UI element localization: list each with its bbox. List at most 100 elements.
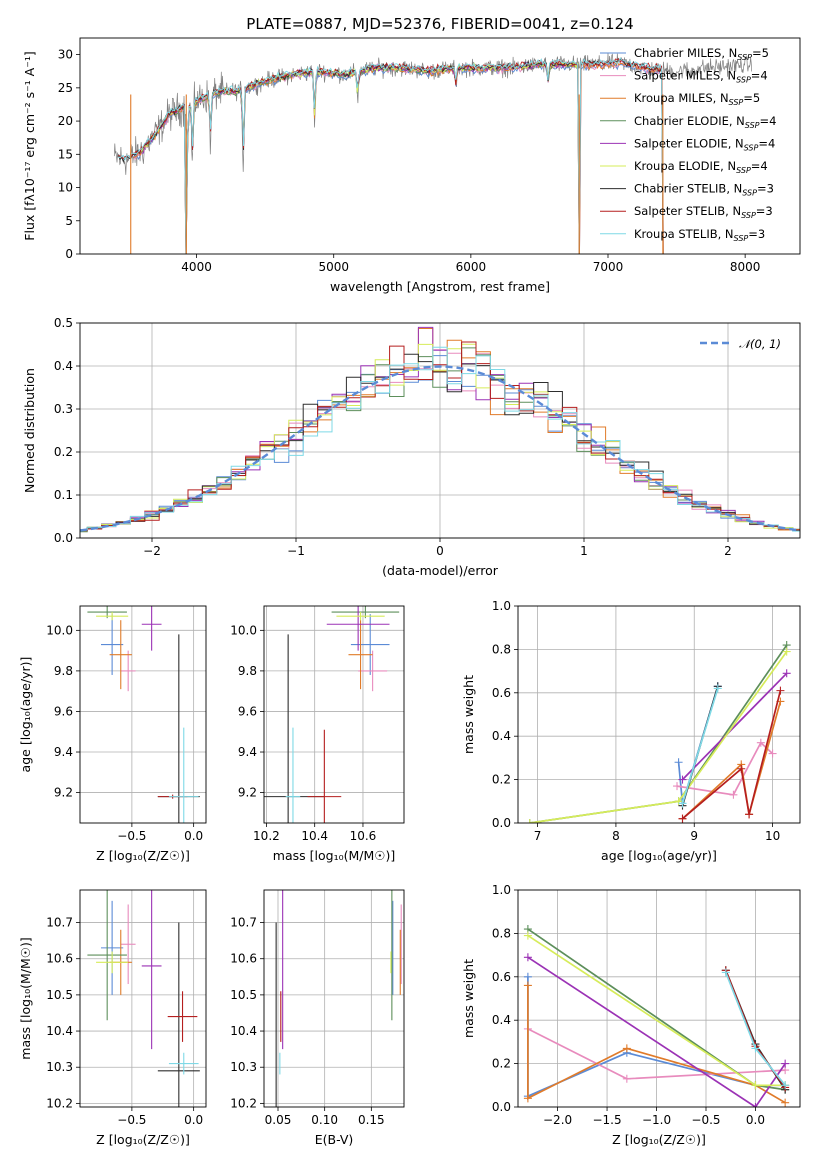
errorbar-kroupa_miles [109,620,132,690]
series-marker [751,1103,760,1107]
y-tick-label: 10 [58,181,73,195]
x-tick-label: −1 [287,544,305,558]
y-tick-label: 9.4 [238,745,257,759]
axes-age_vs_Z: −0.5 0.0 9.2 9.4 9.6 9.8 10.0 Z [log₁₀(Z/Z☉)] ag… [18,606,206,863]
series-marker [782,647,791,656]
x-axis-label: E(B-V) [315,1132,354,1147]
y-axis-label: age [log₁₀(age/yr)] [18,657,33,773]
x-tick-label: 10.2 [253,829,280,843]
x-tick-label: 9 [690,829,698,843]
y-tick-label: 9.2 [54,786,73,800]
y-axis-label: mass weight [461,675,476,754]
errorbar-salpeter_miles [120,650,136,692]
y-tick-label: 0.8 [492,926,511,940]
x-tick-label: 1 [580,544,588,558]
y-tick-label: 0.0 [492,816,511,830]
y-tick-label: 5 [65,214,73,228]
x-tick-label: 0.10 [311,1113,338,1127]
y-tick-label: 10.4 [230,1024,257,1038]
x-tick-label: 10.4 [301,829,328,843]
y-tick-label: 0.6 [492,686,511,700]
y-tick-label: 0.2 [492,773,511,787]
x-tick-label: 0.0 [746,1113,765,1127]
series-marker [713,684,722,693]
series-line [681,688,719,804]
histogram-salpeter_elodie [80,326,800,531]
x-tick-label: −2 [143,544,161,558]
y-tick-label: 0 [65,247,73,261]
series-line [681,690,782,820]
series-salpeter_elodie [523,953,790,1107]
y-tick-label: 0.4 [492,1013,511,1027]
series-marker [678,799,687,808]
errorbar-salpeter_miles [358,650,388,692]
mass_vs_ebv-frame [263,889,405,1108]
age_vs_Z-frame [79,605,207,824]
x-tick-label: 8000 [730,260,761,274]
spectrum-frame [79,37,801,255]
series-kroupa_elodie [525,647,791,823]
errorbar-salpeter_miles [120,904,136,985]
y-tick-label: 30 [58,48,73,62]
y-tick-label: 9.6 [54,704,73,718]
weight_vs_Z-frame [517,889,801,1108]
y-tick-label: 0.4 [54,359,73,373]
axes-mass_vs_ebv: 0.05 0.10 0.15 10.2 10.3 10.4 10.5 10.6 10.7 E(B-… [230,890,404,1147]
spectrum-model-kroupa_stelib [118,57,664,254]
y-tick-label: 10.3 [46,1060,73,1074]
x-axis-label: age [log₁₀(age/yr)] [601,848,717,863]
y-tick-label: 1.0 [492,599,511,613]
errorbar-salpeter_elodie [141,890,162,1050]
y-tick-label: 0.0 [492,1100,511,1114]
y-tick-label: 0.2 [492,1057,511,1071]
series-marker [525,819,534,823]
x-tick-label: 0 [436,544,444,558]
x-tick-label: 7000 [593,260,624,274]
y-tick-label: 9.8 [238,664,257,678]
y-tick-label: 15 [58,147,73,161]
legend-entry: Chabrier STELIB, NSSP=3 [634,182,774,198]
y-tick-label: 0.3 [54,402,73,416]
series-salpeter_stelib [678,686,785,823]
series-marker [782,669,791,678]
x-tick-label: 0.15 [358,1113,385,1127]
errorbar-chabrier_stelib [157,922,200,1107]
y-tick-label: 9.8 [54,664,73,678]
series-marker [523,1094,532,1103]
errorbar-kroupa_miles [348,620,373,690]
histogram-kroupa_stelib [80,346,800,532]
series-marker [673,782,682,791]
series-marker [768,749,777,758]
series-marker [729,790,738,799]
y-tick-label: 0.8 [492,642,511,656]
x-tick-label: −1.0 [642,1113,671,1127]
figure-title: PLATE=0887, MJD=52376, FIBERID=0041, z=0… [246,15,633,33]
x-tick-label: 8 [612,829,620,843]
x-axis-label: mass [log₁₀(M/M☉)] [273,848,395,863]
y-tick-label: 10.0 [230,623,257,637]
x-tick-label: −0.5 [117,1113,146,1127]
normal-curve [80,365,800,532]
y-tick-label: 20 [58,114,73,128]
series-marker [674,758,683,767]
series-marker [678,775,687,784]
errorbar-salpeter_stelib [307,729,342,823]
series-marker [781,1081,790,1090]
y-tick-label: 10.5 [230,988,257,1002]
y-tick-label: 1.0 [492,883,511,897]
errorbar-salpeter_elodie [326,606,390,651]
y-tick-label: 25 [58,81,73,95]
legend-entry: Salpeter MILES, NSSP=4 [634,69,768,85]
series-marker [781,1059,790,1068]
x-tick-label: −2.0 [543,1113,572,1127]
spectrum-legend: Chabrier MILES, NSSP=5 Salpeter MILES, NS… [600,46,776,243]
series-marker [751,1081,760,1090]
y-tick-label: 0.6 [492,970,511,984]
x-tick-label: 0.0 [184,1113,203,1127]
series-line [529,651,788,823]
series-line [529,644,788,823]
y-tick-label: 10.3 [230,1060,257,1074]
y-tick-label: 10.2 [46,1096,73,1110]
residuals-frame [79,322,801,539]
x-tick-label: 0.0 [184,829,203,843]
